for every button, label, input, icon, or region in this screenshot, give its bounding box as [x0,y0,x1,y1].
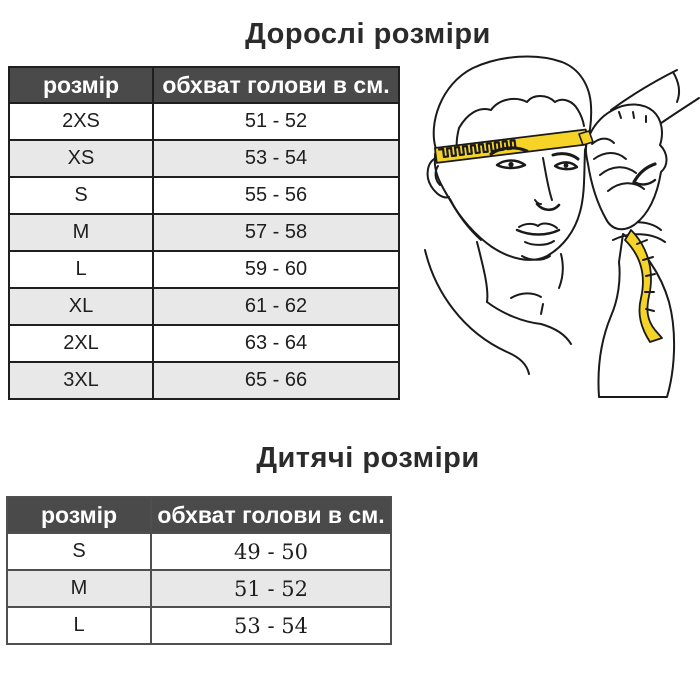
circumference-column-header: обхват голови в см. [150,496,392,534]
table-row: 2XL 63 - 64 [8,324,400,363]
table-row: S 55 - 56 [8,176,400,215]
range-cell: 49 - 50 [150,532,392,571]
range-cell: 57 - 58 [152,213,400,252]
size-cell: 3XL [8,361,154,400]
table-row: L 59 - 60 [8,250,400,289]
table-row: 2XS 51 - 52 [8,102,400,141]
table-row: XS 53 - 54 [8,139,400,178]
table-row: M 57 - 58 [8,213,400,252]
size-cell: 2XS [8,102,154,141]
table-row: 3XL 65 - 66 [8,361,400,400]
table-header-row: розмір обхват голови в см. [6,496,392,534]
head-measurement-illustration [424,55,700,398]
size-cell: 2XL [8,324,154,363]
size-cell: S [6,532,152,571]
size-cell: L [8,250,154,289]
range-cell: 53 - 54 [152,139,400,178]
range-cell: 55 - 56 [152,176,400,215]
size-cell: L [6,606,152,645]
table-row: M 51 - 52 [6,569,392,608]
range-cell: 59 - 60 [152,250,400,289]
size-column-header: розмір [8,66,154,104]
circumference-column-header: обхват голови в см. [152,66,400,104]
size-column-header: розмір [6,496,152,534]
size-cell: M [8,213,154,252]
size-cell: XL [8,287,154,326]
range-cell: 61 - 62 [152,287,400,326]
range-cell: 65 - 66 [152,361,400,400]
children-sizes-title: Дитячі розміри [256,442,480,474]
adult-size-table: розмір обхват голови в см. 2XS 51 - 52 XS 5… [8,66,400,400]
size-cell: XS [8,139,154,178]
table-row: XL 61 - 62 [8,287,400,326]
range-cell: 51 - 52 [152,102,400,141]
size-cell: M [6,569,152,608]
table-row: S 49 - 50 [6,532,392,571]
children-size-table: розмір обхват голови в см. S 49 - 50 M 51 -… [6,496,392,645]
range-cell: 63 - 64 [152,324,400,363]
table-row: L 53 - 54 [6,606,392,645]
range-cell: 53 - 54 [150,606,392,645]
range-cell: 51 - 52 [150,569,392,608]
table-header-row: розмір обхват голови в см. [8,66,400,104]
size-cell: S [8,176,154,215]
adult-sizes-title: Дорослі розміри [245,18,491,50]
